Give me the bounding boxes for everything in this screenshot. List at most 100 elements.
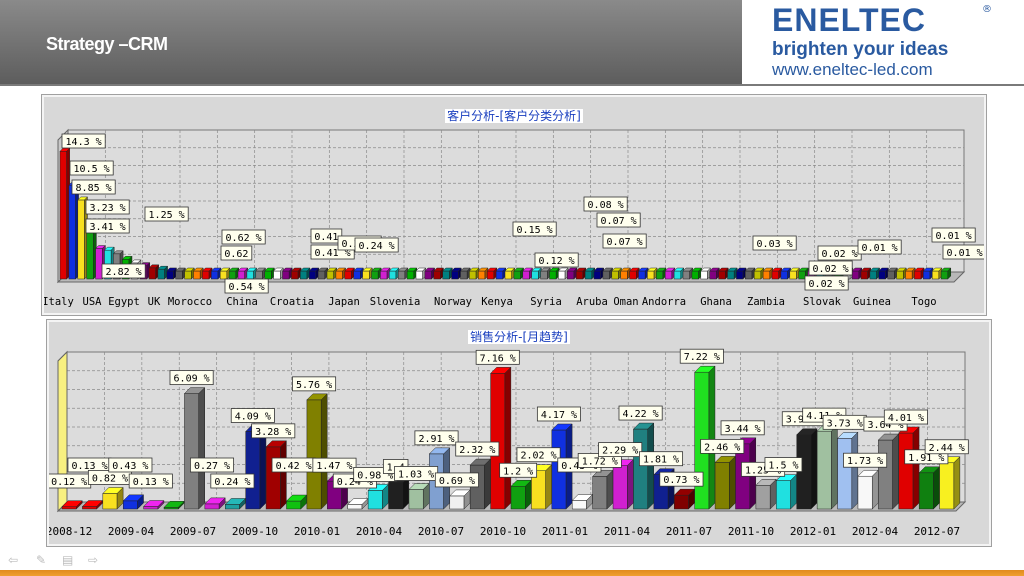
- chart2-data-label: 1.73 %: [847, 456, 883, 467]
- chart1-tick-label: Egypt: [108, 296, 140, 308]
- chart2-data-label: 4.01 %: [888, 413, 924, 424]
- chart1-bar: [575, 270, 584, 280]
- chart2-data-label: 2.02 %: [520, 451, 556, 462]
- chart1-label-box: [804, 275, 849, 291]
- chart2-tick-label: 2009-07: [170, 525, 216, 538]
- chart1-bar: [264, 270, 272, 280]
- chart2-data-label: 1.91 %: [908, 453, 944, 464]
- chart2-bar: [490, 373, 506, 510]
- chart2-bar: [449, 495, 465, 510]
- chart2-label-box: [598, 442, 643, 458]
- pencil-icon[interactable]: ✎: [36, 553, 47, 567]
- chart1-tick-label: Andorra: [642, 296, 686, 308]
- chart1-label-box: [602, 233, 647, 249]
- chart2-tick-label: 2011-01: [542, 525, 588, 538]
- chart1-title-wrap: 客户分析-[客户分类分析]: [44, 107, 984, 124]
- chart1-bar: [709, 270, 717, 280]
- chart2-bar-side: [402, 475, 410, 510]
- chart2-data-label: 0.73 %: [663, 475, 699, 486]
- chart1-bar: [567, 270, 575, 280]
- chart1-data-label: 3.41 %: [90, 222, 126, 233]
- chart2-bar-side: [871, 469, 879, 510]
- chart1-bar: [531, 270, 539, 280]
- chart2-data-label: 0.12 %: [51, 477, 87, 488]
- chart1-bar: [228, 270, 237, 280]
- chart2-data-label: 3.73 %: [827, 418, 863, 429]
- chart1-bar: [789, 270, 797, 280]
- chart1-bar: [940, 270, 949, 280]
- chart1-bar: [522, 270, 530, 280]
- chart2-bar-side: [708, 365, 716, 510]
- title-band: Strategy –CRM: [0, 0, 742, 84]
- chart2-bar: [714, 462, 730, 510]
- chart2-data-label: 4.09 %: [235, 412, 271, 423]
- chart2-bar-side: [851, 431, 859, 510]
- chart1-bar: [673, 270, 682, 280]
- chart1-bar: [905, 270, 913, 280]
- chart1-bar: [745, 270, 753, 280]
- chart2-bar: [939, 462, 955, 510]
- chart1-label-box: [752, 235, 797, 251]
- chart1-tick-label: Norway: [434, 296, 472, 308]
- chart2-bar: [755, 485, 771, 510]
- chart2-bar: [878, 439, 893, 510]
- chart1-bar: [148, 267, 156, 280]
- chart1-bar: [647, 270, 655, 280]
- chart2-bar-side: [627, 459, 634, 510]
- chart1-bar: [389, 270, 397, 280]
- arrow-left-icon[interactable]: ⇦: [8, 553, 19, 567]
- menu-icon[interactable]: ▤: [62, 553, 74, 567]
- chart2-bar: [592, 476, 608, 510]
- chart1-bar: [255, 270, 263, 280]
- chart1-bar: [166, 270, 174, 280]
- chart1-bar: [326, 270, 334, 280]
- chart1-tick-label: Croatia: [270, 296, 314, 308]
- chart2-data-label: 7.22 %: [684, 352, 720, 363]
- slide-title: Strategy –CRM: [46, 34, 168, 54]
- chart2-data-label: 0.13 %: [133, 477, 169, 488]
- chart1-data-label: 0.02 %: [822, 249, 858, 260]
- chart1-data-label: 2.82 %: [106, 267, 142, 278]
- chart2-tick-label: 2011-07: [666, 525, 712, 538]
- chart1-bar: [495, 270, 504, 280]
- chart1-bar: [300, 270, 308, 280]
- chart1-bar: [317, 270, 326, 280]
- chart1-data-label: 0.62 %: [226, 233, 262, 244]
- chart2-bar: [225, 504, 240, 510]
- chart2-label-box: [455, 441, 500, 457]
- chart1-tick-label: Guinea: [853, 296, 891, 308]
- chart2-bar-side: [137, 494, 144, 510]
- chart2-label-box: [764, 457, 803, 472]
- chart2-bar: [122, 500, 138, 510]
- chart1-data-label: 0.02 %: [809, 279, 845, 290]
- chart1-bar: [656, 270, 664, 280]
- chart2-bar-side: [892, 433, 899, 510]
- chart2-tick-label: 2009-04: [108, 525, 155, 538]
- chart2-bar: [388, 482, 404, 510]
- chart1-tick-label: Zambia: [747, 296, 785, 308]
- chart1-label-box: [808, 260, 853, 276]
- chart2-bar-side: [810, 428, 818, 510]
- chart1-tick-label: Morocco: [168, 296, 212, 308]
- chart1-label-box: [512, 221, 557, 237]
- chart1-bar: [246, 270, 254, 280]
- chart1-bar: [460, 270, 468, 280]
- chart1-data-label: 0.12 %: [539, 256, 575, 267]
- chart1-bar: [584, 270, 593, 280]
- chart2-data-label: 3.28 %: [255, 427, 291, 438]
- chart1-bar: [77, 199, 85, 280]
- chart1-data-label: 0.54 %: [229, 282, 265, 293]
- chart1-bar: [308, 270, 317, 280]
- arrow-right-icon[interactable]: ⇨: [88, 553, 99, 567]
- chart2-bar: [837, 438, 853, 510]
- chart2-bar: [82, 506, 97, 510]
- chart2-bar: [61, 506, 77, 510]
- chart2-data-label: 2.32 %: [459, 445, 495, 456]
- chart2-bar-side: [484, 458, 491, 510]
- chart2-label-box: [843, 452, 888, 468]
- chart1-bar: [887, 270, 895, 280]
- chart1-data-label: 0.15 %: [517, 225, 553, 236]
- chart2-data-label: 5.76 %: [296, 380, 332, 391]
- logo-registered-mark: ®: [982, 4, 992, 15]
- chart2-bar: [102, 493, 118, 510]
